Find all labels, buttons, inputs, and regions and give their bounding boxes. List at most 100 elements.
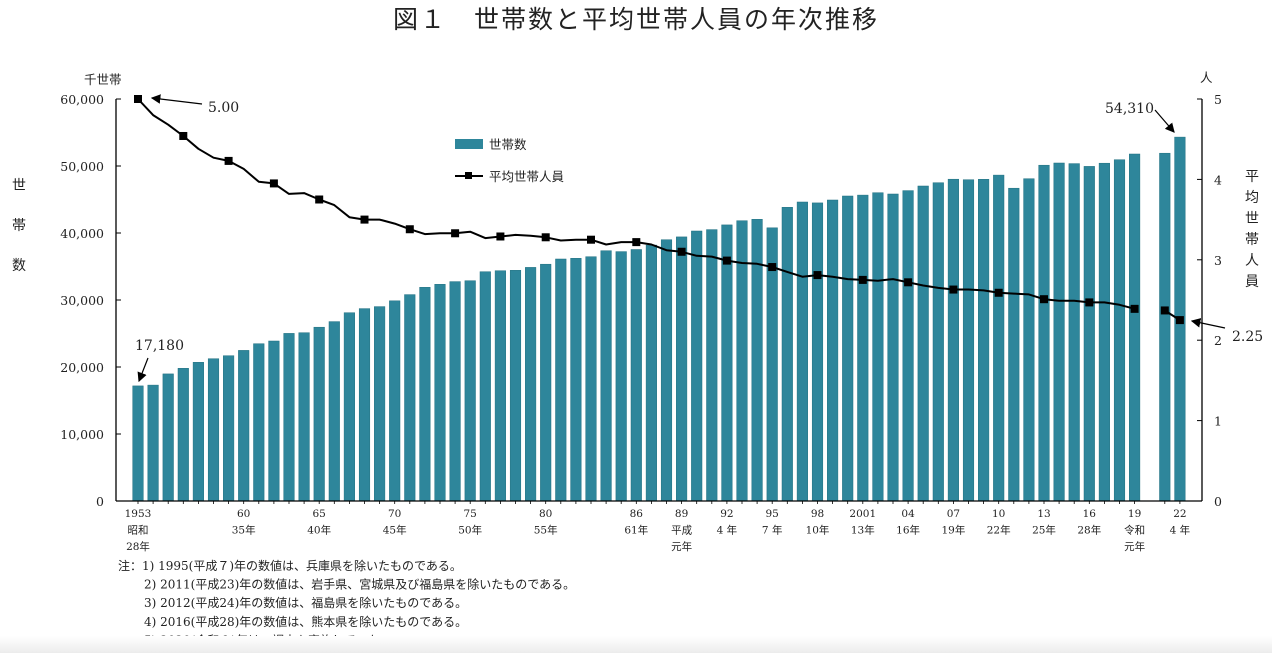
annotation-last-avg: 2.25: [1232, 329, 1263, 345]
bar-2017: [1098, 162, 1110, 502]
bar-1988: [660, 239, 673, 502]
right-tick-label: 3: [1214, 253, 1222, 268]
x-tick-label: 35年: [232, 524, 256, 537]
bar-1969: [374, 306, 386, 502]
bar-1991: [706, 229, 718, 502]
left-tick-label: 0: [96, 494, 104, 509]
line-marker-1965: [315, 195, 324, 204]
x-tick-label: 40年: [307, 524, 331, 537]
footnote-1: 注：1) 1995(平成７)年の数値は、兵庫県を除いたものである。: [118, 558, 462, 573]
x-tick-label: 28年: [126, 540, 150, 553]
x-tick-label: 1953: [125, 508, 152, 520]
x-tick-label: 19年: [941, 524, 965, 537]
line-marker-2004: [904, 278, 913, 287]
line-marker-1959: [224, 156, 233, 165]
bar-1986: [630, 249, 642, 502]
bar-1989: [676, 236, 688, 502]
bar-2019: [1129, 153, 1141, 502]
bar-2000: [842, 195, 854, 502]
x-tick-label: 13年: [851, 524, 875, 537]
bar-1956: [177, 368, 189, 502]
bar-1981: [555, 258, 567, 502]
bar-2010: [993, 174, 1005, 502]
right-tick-label: 1: [1214, 414, 1222, 429]
x-tick-label: 4 年: [1170, 524, 1191, 537]
bar-1968: [358, 308, 371, 502]
left-axis-title-char: 帯: [12, 218, 26, 234]
footnote-4: 4) 2016(平成28)年の数値は、熊本県を除いたものである。: [144, 614, 467, 629]
line-marker-1971: [405, 225, 414, 234]
x-tick-label: 10: [992, 508, 1005, 520]
line-marker-2021: [1160, 306, 1169, 315]
line-marker-2007: [949, 285, 958, 294]
line-marker-1977: [496, 232, 505, 241]
bar-1998: [811, 202, 824, 502]
left-tick-label: 60,000: [60, 92, 104, 107]
bar-1976: [479, 271, 491, 502]
bar-1983: [585, 256, 597, 502]
bar-1970: [389, 300, 401, 502]
bar-2016: [1083, 166, 1095, 502]
right-tick-label: 2: [1214, 333, 1222, 348]
bar-1959: [223, 355, 235, 502]
x-tick-label: 22年: [987, 524, 1011, 537]
x-tick-label: 70: [388, 508, 401, 520]
x-tick-label: 98: [811, 508, 824, 520]
x-tick-label: 89: [675, 508, 688, 520]
legend: 世帯数 平均世帯人員: [455, 137, 565, 184]
line-marker-1989: [677, 247, 686, 256]
x-tick-label: 50年: [458, 524, 482, 537]
line-marker-1956: [179, 131, 188, 140]
line-marker-1998: [813, 271, 822, 280]
x-tick-label: 元年: [671, 540, 692, 553]
bar-2002: [872, 192, 884, 502]
bar-1973: [434, 284, 446, 502]
bar-1964: [298, 332, 310, 502]
left-tick-label: 20,000: [60, 360, 104, 375]
line-marker-1983: [587, 235, 595, 244]
chart-title: 図１ 世帯数と平均世帯人員の年次推移: [393, 5, 879, 34]
bar-1962: [268, 340, 280, 502]
x-tick-label: 25年: [1032, 524, 1056, 537]
line-marker-2022: [1175, 316, 1184, 325]
footnotes: 注：1) 1995(平成７)年の数値は、兵庫県を除いたものである。 2) 2011…: [118, 558, 575, 647]
line-marker-2010: [994, 288, 1003, 297]
bar-1994: [751, 219, 763, 502]
x-tick-label: 昭和: [128, 525, 149, 537]
x-tick-label: 92: [720, 508, 733, 520]
line-marker-1986: [632, 238, 641, 247]
bar-1967: [343, 312, 355, 502]
x-axis-labels: 1953 昭和 28年 60 35年 65 40年 70 45年 75 50年 80 55年 86 61年 8…: [125, 508, 1191, 553]
bar-1966: [328, 321, 340, 502]
x-tick-label: 45年: [383, 524, 407, 537]
legend-line-marker: [465, 172, 472, 179]
x-tick-label: 16: [1083, 508, 1097, 520]
x-tick-label: 10年: [806, 524, 830, 537]
bar-1961: [253, 343, 265, 502]
bar-1955: [162, 373, 174, 502]
legend-bar-swatch: [455, 139, 483, 149]
left-tick-label: 40,000: [60, 226, 104, 241]
bar-2012: [1023, 178, 1035, 502]
right-axis-title-char: 平: [1245, 169, 1259, 185]
bar-1979: [525, 267, 537, 502]
bar-1954: [147, 384, 159, 502]
bar-1985: [615, 251, 627, 502]
bar-1999: [827, 199, 839, 502]
x-tick-label: 13: [1037, 508, 1050, 520]
annotation-last-households: 54,310: [1105, 101, 1154, 117]
left-tick-label: 30,000: [60, 293, 104, 308]
bar-1980: [540, 263, 552, 502]
bar-1971: [404, 294, 416, 502]
bar-1997: [796, 201, 808, 502]
right-axis-title-char: 員: [1245, 274, 1259, 290]
x-tick-label: 95: [766, 508, 779, 520]
bar-1974: [449, 281, 461, 502]
bar-2008: [962, 179, 975, 502]
bar-1957: [192, 362, 204, 502]
right-axis-title-char: 人: [1245, 253, 1259, 269]
x-tick-label: 65: [313, 508, 326, 520]
footnote-3: 3) 2012(平成24)年の数値は、福島県を除いたものである。: [144, 595, 467, 610]
line-marker-1995: [768, 263, 777, 272]
